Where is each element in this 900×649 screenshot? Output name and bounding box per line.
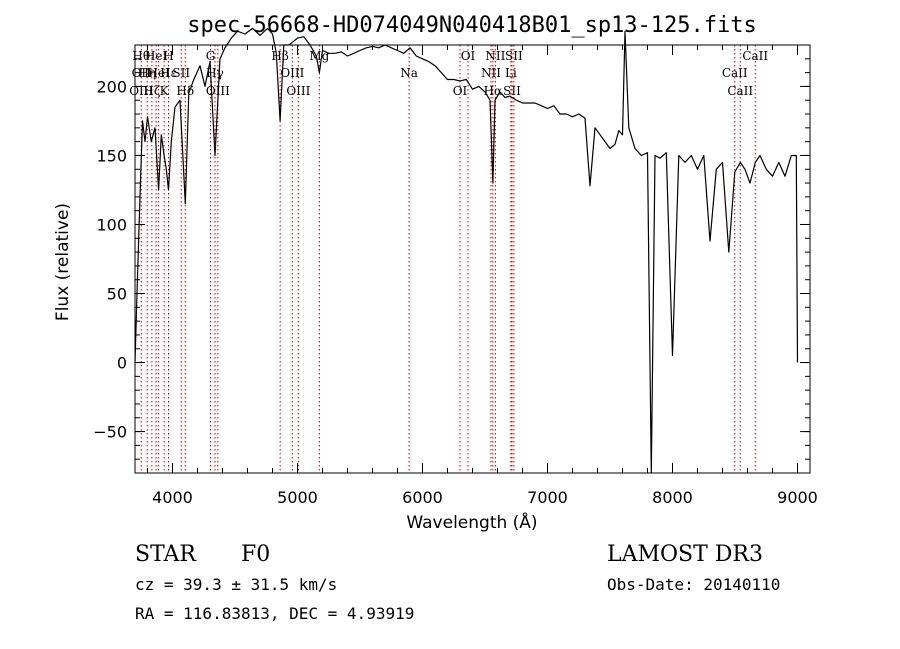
line-marker-label: Mg <box>309 49 329 63</box>
line-marker-label: K <box>160 84 170 98</box>
line-markers: HθOIIOIIIHηHζHeIHeIKHHεSIIHδGHγOIIIHβOII… <box>129 45 768 473</box>
x-tick-label: 5000 <box>277 488 318 507</box>
coordinates: RA = 116.83813, DEC = 4.93919 <box>135 604 414 623</box>
obs-date: Obs-Date: 20140110 <box>607 575 780 594</box>
spectrum-series <box>134 27 799 474</box>
line-marker-label: Hθ <box>132 49 150 63</box>
line-marker-label: SII <box>505 49 523 63</box>
y-tick-label: 50 <box>107 285 127 304</box>
x-tick-label: 4000 <box>152 488 193 507</box>
y-tick-label: 150 <box>96 146 127 165</box>
line-marker-label: OII <box>132 66 152 80</box>
x-tick-label: 8000 <box>652 488 693 507</box>
line-marker-label: CaII <box>722 66 748 80</box>
x-tick-label: 7000 <box>527 488 568 507</box>
y-tick-label: −50 <box>93 423 127 442</box>
line-marker-label: Hα <box>484 84 503 98</box>
x-axis-label: Wavelength (Å) <box>406 511 537 533</box>
line-marker-label: SII <box>172 66 190 80</box>
tick-labels: 4000 5000 6000 7000 8000 9000 −50 0 50 100 150 200 <box>93 77 818 507</box>
object-subclass: F0 <box>241 542 270 567</box>
y-tick-label: 0 <box>117 354 127 373</box>
survey-name: LAMOST DR3 <box>607 542 763 567</box>
axes <box>134 44 811 474</box>
line-marker-label: Na <box>400 66 418 80</box>
line-marker-label: CaII <box>742 49 768 63</box>
line-marker-label: Li <box>505 66 517 80</box>
y-axis-label: Flux (relative) <box>53 203 73 321</box>
plot-frame <box>134 44 811 474</box>
line-marker-label: NII <box>481 66 501 80</box>
line-marker-label: H <box>163 49 173 63</box>
line-marker-label: NII <box>485 49 505 63</box>
line-marker-label: Hε <box>160 66 177 80</box>
y-tick-label: 200 <box>96 77 127 96</box>
line-marker-label: OIII <box>280 66 304 80</box>
line-marker-label: CaII <box>727 84 753 98</box>
chart-title: spec-56668-HD074049N040418B01_sp13-125.f… <box>187 13 757 38</box>
y-tick-label: 100 <box>96 215 127 234</box>
line-marker-label: OI <box>461 49 476 63</box>
x-tick-label: 6000 <box>402 488 443 507</box>
spectrum-line <box>134 27 799 474</box>
line-marker-label: G <box>206 49 216 63</box>
object-class: STAR <box>135 542 197 567</box>
line-marker-label: HeI <box>145 49 168 63</box>
line-marker-label: Hβ <box>271 49 288 63</box>
line-marker-label: SII <box>503 84 521 98</box>
redshift-info: cz = 39.3 ± 31.5 km/s <box>135 575 337 594</box>
line-marker-label: OI <box>453 84 468 98</box>
line-marker-label: Hδ <box>176 84 194 98</box>
x-tick-label: 9000 <box>777 488 818 507</box>
line-marker-label: OIII <box>286 84 310 98</box>
